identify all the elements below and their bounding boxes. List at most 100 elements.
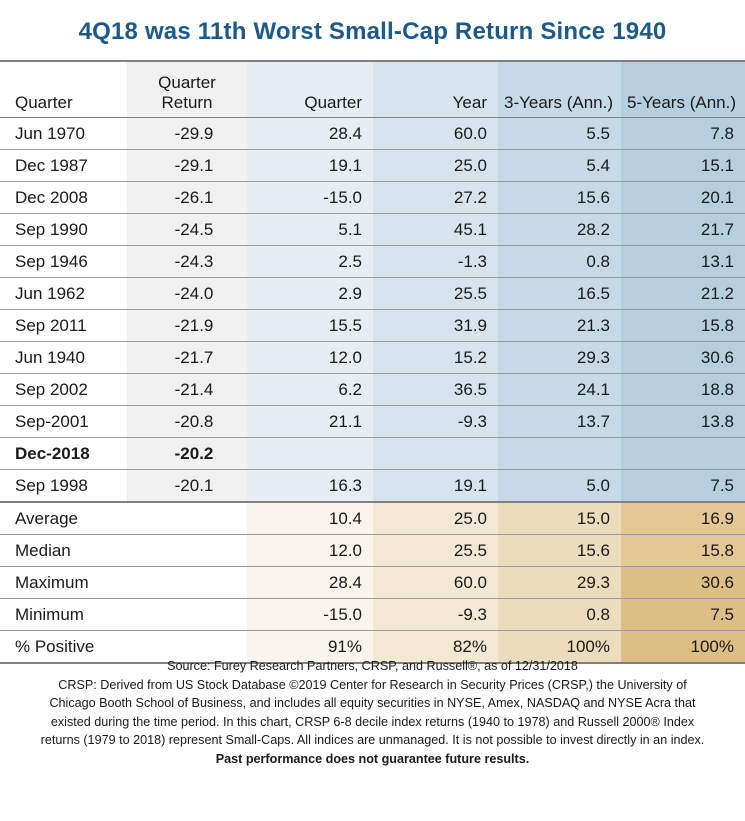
source-note: Source: Furey Research Partners, CRSP, a…	[167, 659, 578, 673]
column-header: Quarter Return	[127, 61, 247, 118]
value-cell: -24.5	[127, 213, 247, 246]
summary-value: 91%	[247, 630, 373, 663]
quarter-cell: Jun 1962	[15, 283, 85, 303]
summary-row: % Positive 91% 82% 100% 100%	[0, 630, 745, 663]
table-row: Dec 1987 -29.1 19.1 25.0 5.4 15.1	[0, 149, 745, 182]
summary-value: -9.3	[373, 598, 498, 631]
value-cell: -20.8	[127, 405, 247, 438]
summary-value: 10.4	[247, 502, 373, 535]
table-row: Sep 1946 -24.3 2.5 -1.3 0.8 13.1	[0, 245, 745, 278]
value-cell: -29.9	[127, 117, 247, 150]
value-cell: -26.1	[127, 181, 247, 214]
quarter-cell: Jun 1940	[15, 347, 85, 367]
value-cell: 25.0	[373, 149, 498, 182]
summary-value: 60.0	[373, 566, 498, 599]
summary-value	[127, 630, 247, 663]
data-rows: Jun 1970 -29.9 28.4 60.0 5.5 7.8 Dec 1987 -29.1…	[0, 117, 745, 502]
value-cell: -21.7	[127, 341, 247, 374]
summary-value: 12.0	[247, 534, 373, 567]
summary-row: Minimum -15.0 -9.3 0.8 7.5	[0, 598, 745, 631]
summary-label: % Positive	[0, 630, 127, 663]
summary-value	[127, 502, 247, 535]
table-row: Jun 1940 -21.7 12.0 15.2 29.3 30.6	[0, 341, 745, 374]
value-cell: 12.0	[247, 341, 373, 374]
summary-value: 100%	[498, 630, 621, 663]
value-cell: -21.9	[127, 309, 247, 342]
table-row: Sep-2001 -20.8 21.1 -9.3 13.7 13.8	[0, 405, 745, 438]
value-cell: 15.5	[247, 309, 373, 342]
summary-value: 28.4	[247, 566, 373, 599]
table-row: Sep 1990 -24.5 5.1 45.1 28.2 21.7	[0, 213, 745, 246]
value-cell: -9.3	[373, 405, 498, 438]
footnotes: Source: Furey Research Partners, CRSP, a…	[0, 657, 745, 768]
value-cell: 7.8	[621, 117, 745, 150]
value-cell: -29.1	[127, 149, 247, 182]
summary-value: -15.0	[247, 598, 373, 631]
column-header: 5-Years (Ann.)	[621, 61, 745, 118]
summary-value: 25.0	[373, 502, 498, 535]
header-row: Quarter Quarter Return Quarter Year 3-Years (…	[0, 61, 745, 118]
value-cell: -24.0	[127, 277, 247, 310]
column-header-line: Quarter	[15, 93, 73, 112]
value-cell: 13.7	[498, 405, 621, 438]
value-cell: 16.3	[247, 469, 373, 502]
value-cell: 15.1	[621, 149, 745, 182]
summary-row: Average 10.4 25.0 15.0 16.9	[0, 502, 745, 535]
value-cell: 21.7	[621, 213, 745, 246]
value-cell: 5.4	[498, 149, 621, 182]
value-cell	[621, 437, 745, 470]
value-cell: -15.0	[247, 181, 373, 214]
summary-value	[127, 534, 247, 567]
quarter-cell: Sep 2011	[15, 315, 87, 335]
summary-value: 7.5	[621, 598, 745, 631]
value-cell: 60.0	[373, 117, 498, 150]
value-cell: 19.1	[247, 149, 373, 182]
chart-title: 4Q18 was 11th Worst Small-Cap Return Sin…	[78, 18, 667, 45]
quarter-cell: Dec-2018	[15, 443, 90, 463]
summary-value: 15.8	[621, 534, 745, 567]
crsp-note-line: returns (1979 to 2018) represent Small-C…	[40, 733, 705, 747]
value-cell: 6.2	[247, 373, 373, 406]
value-cell: 30.6	[621, 341, 745, 374]
table-row: Sep 2011 -21.9 15.5 31.9 21.3 15.8	[0, 309, 745, 342]
value-cell: 5.5	[498, 117, 621, 150]
value-cell: 20.1	[621, 181, 745, 214]
value-cell: 21.2	[621, 277, 745, 310]
value-cell: -20.2	[127, 437, 247, 470]
value-cell: 18.8	[621, 373, 745, 406]
summary-row: Median 12.0 25.5 15.6 15.8	[0, 534, 745, 567]
value-cell	[247, 437, 373, 470]
quarter-cell: Sep 1998	[15, 475, 88, 495]
quarter-cell: Sep 1946	[15, 251, 88, 271]
value-cell: 16.5	[498, 277, 621, 310]
column-header-line: 5-Years (Ann.)	[627, 93, 736, 112]
summary-label: Maximum	[0, 566, 127, 599]
returns-table-container: Quarter Quarter Return Quarter Year 3-Years (…	[0, 60, 745, 664]
summary-value: 16.9	[621, 502, 745, 535]
value-cell: 31.9	[373, 309, 498, 342]
value-cell: 28.4	[247, 117, 373, 150]
summary-value	[127, 598, 247, 631]
value-cell: 13.8	[621, 405, 745, 438]
value-cell: 15.8	[621, 309, 745, 342]
value-cell: -1.3	[373, 245, 498, 278]
value-cell: 5.1	[247, 213, 373, 246]
value-cell: 28.2	[498, 213, 621, 246]
value-cell: -24.3	[127, 245, 247, 278]
table-row: Sep 1998 -20.1 16.3 19.1 5.0 7.5	[0, 469, 745, 502]
value-cell: 29.3	[498, 341, 621, 374]
value-cell: 7.5	[621, 469, 745, 502]
value-cell: 24.1	[498, 373, 621, 406]
value-cell	[498, 437, 621, 470]
quarter-cell: Sep 2002	[15, 379, 88, 399]
summary-row: Maximum 28.4 60.0 29.3 30.6	[0, 566, 745, 599]
column-header-line: Return	[161, 93, 213, 112]
column-header: Quarter	[0, 61, 127, 118]
quarter-cell: Sep-2001	[15, 411, 89, 431]
table-row: Sep 2002 -21.4 6.2 36.5 24.1 18.8	[0, 373, 745, 406]
value-cell: 13.1	[621, 245, 745, 278]
value-cell: 15.2	[373, 341, 498, 374]
value-cell: -20.1	[127, 469, 247, 502]
value-cell: 25.5	[373, 277, 498, 310]
column-header-line: Quarter	[304, 93, 362, 112]
